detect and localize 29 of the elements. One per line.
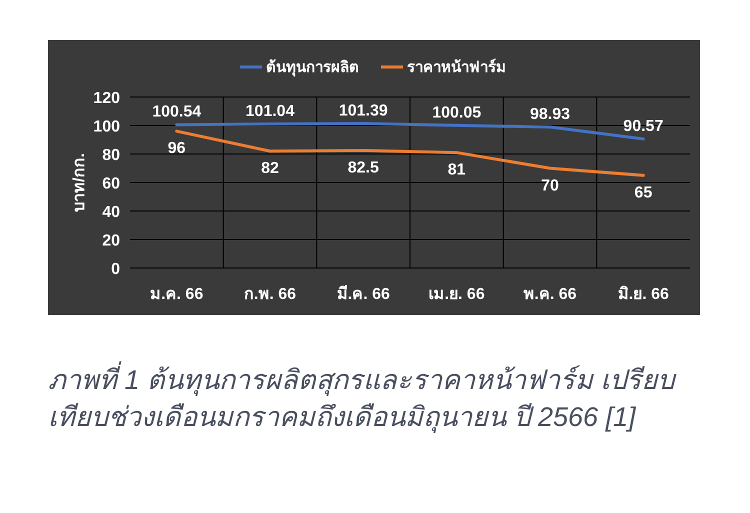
- data-label: 100.05: [432, 104, 482, 122]
- x-tick-label: มิ.ย. 66: [618, 285, 669, 303]
- y-axis-title: บาท/กก.: [71, 153, 88, 212]
- y-tick-label: 100: [93, 118, 120, 136]
- x-tick-label: พ.ค. 66: [523, 286, 577, 303]
- data-label: 90.57: [623, 118, 664, 135]
- x-tick-label: เม.ย. 66: [428, 286, 485, 303]
- y-tick-label: 60: [102, 176, 120, 192]
- data-label: 70: [541, 177, 559, 194]
- data-label: 82.5: [348, 159, 380, 176]
- x-tick-label: ม.ค. 66: [150, 286, 204, 303]
- data-label: 96: [168, 140, 186, 158]
- legend-label: ราคาหน้าฟาร์ม: [407, 58, 506, 76]
- data-label: 65: [634, 184, 652, 202]
- data-label: 100.54: [152, 104, 202, 121]
- data-label: 82: [261, 160, 279, 178]
- x-tick-label: ก.พ. 66: [244, 286, 296, 303]
- y-tick-label: 40: [102, 204, 120, 221]
- data-label: 101.39: [338, 102, 388, 120]
- data-label: 81: [448, 162, 466, 179]
- y-tick-label: 0: [111, 261, 120, 278]
- text: ภาพที่ 1 ต้นทุนการผลิตสุกรและราคาหน้าฟาร์ม เปรียบเทียบช่วงเดือนมกราคมถึงเดือนมิถุนายน ปี 2566 [1]: [48, 362, 678, 435]
- data-label: 101.04: [246, 103, 295, 120]
- data-label: 98.93: [530, 106, 570, 124]
- y-tick-label: 120: [93, 90, 120, 107]
- y-tick-label: 80: [102, 147, 120, 164]
- x-tick-label: มี.ค. 66: [336, 284, 390, 303]
- legend-label: ต้นทุนการผลิต: [266, 58, 359, 77]
- y-tick-label: 20: [102, 232, 120, 250]
